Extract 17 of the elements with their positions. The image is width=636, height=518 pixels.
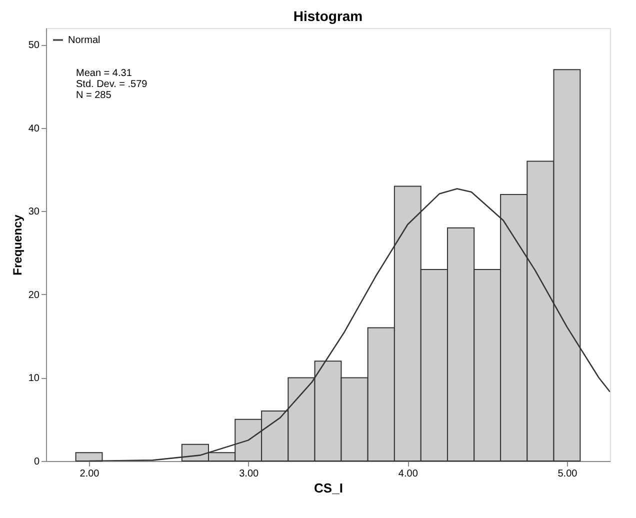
annotation: Std. Dev. = .579 xyxy=(76,79,148,90)
legend-label: Normal xyxy=(68,35,100,46)
y-tick-label: 0 xyxy=(34,456,40,468)
x-axis-title: CS_I xyxy=(314,480,343,496)
y-tick-label: 10 xyxy=(28,373,40,384)
y-tick-label: 50 xyxy=(28,40,40,52)
y-tick-label: 40 xyxy=(28,123,40,134)
annotation: Mean = 4.31 xyxy=(76,68,132,79)
x-tick-label: 2.00 xyxy=(80,468,100,480)
y-tick-label: 20 xyxy=(28,290,40,301)
chart-title: Histogram xyxy=(293,8,363,24)
x-tick-label: 4.00 xyxy=(398,468,418,480)
y-axis-title: Frequency xyxy=(10,214,24,276)
x-tick-label: 3.00 xyxy=(239,468,260,480)
y-tick-label: 30 xyxy=(28,206,40,218)
annotation: N = 285 xyxy=(76,90,112,101)
x-tick-label: 5.00 xyxy=(558,468,578,480)
